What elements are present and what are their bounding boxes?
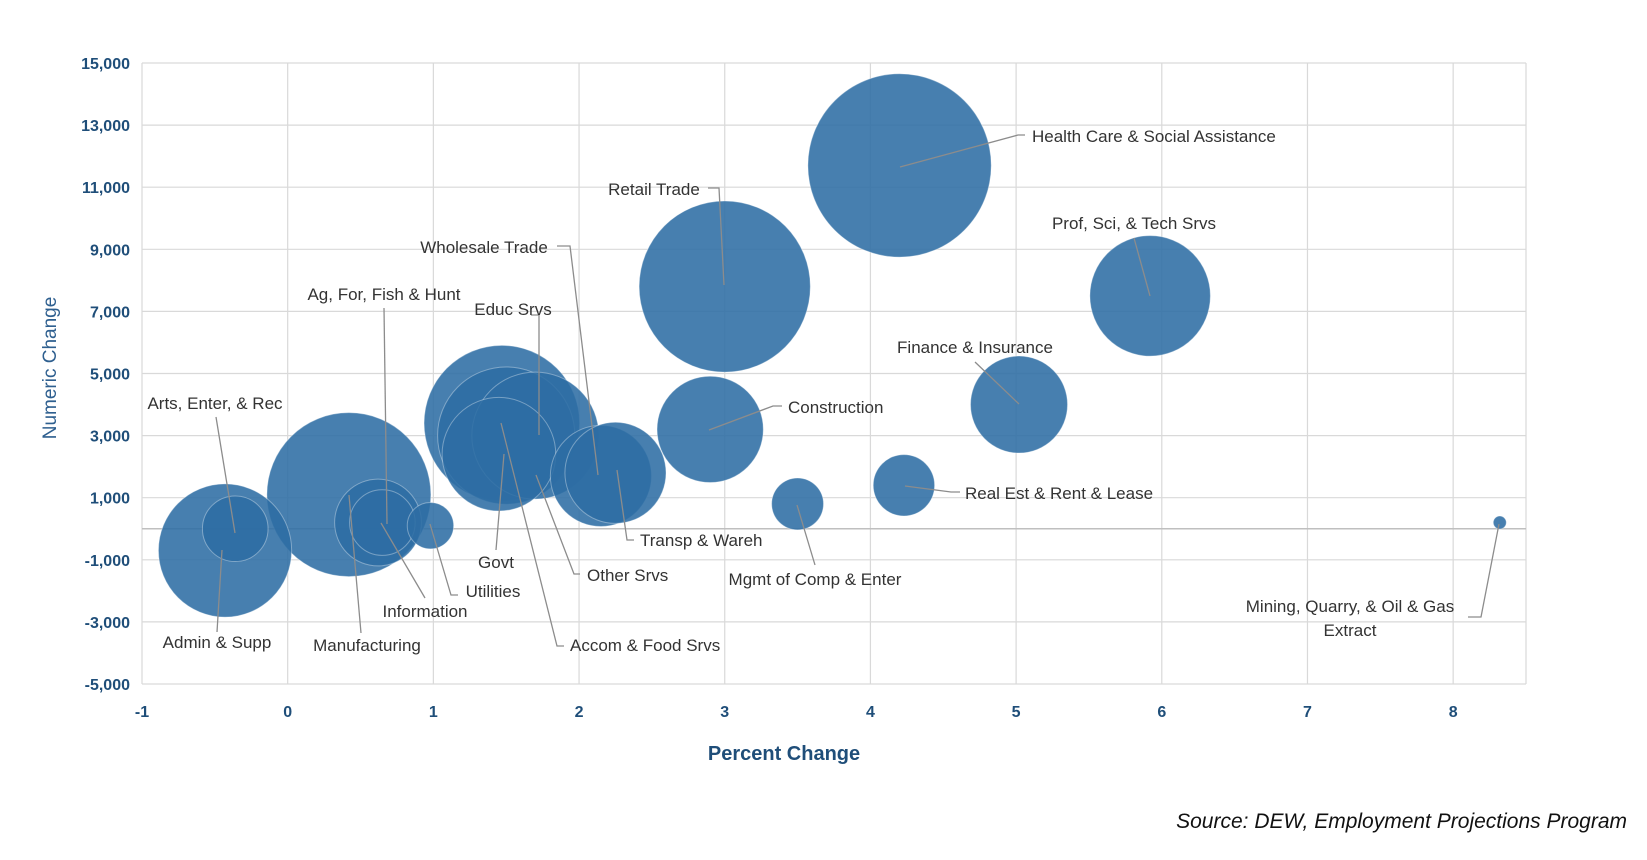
x-tick-label: 2 [575,704,584,721]
bubble-label: Wholesale Trade [420,238,548,257]
leader-line [495,453,505,551]
y-tick-label: 11,000 [82,180,130,197]
x-axis-title: Percent Change [708,743,860,765]
bubble-label: Educ Srvs [474,300,551,319]
x-tick-label: 6 [1157,704,1166,721]
bubble-labels: Admin & Supp Arts, Enter, & Rec Manufactur… [147,127,1454,655]
x-tick-label: 3 [720,704,729,721]
y-axis-title: Numeric Change [40,297,61,440]
y-tick-label: -5,000 [85,677,130,694]
bubble [638,200,811,373]
leader-line [708,405,782,431]
leader-line [216,549,223,633]
x-tick-label: 4 [866,704,875,721]
bubble-label: Admin & Supp [163,633,272,652]
bubble [349,489,416,556]
bubble-label: Real Est & Rent & Lease [965,484,1153,503]
x-tick-label: 1 [429,704,438,721]
leader-line [1133,237,1151,297]
bubble [564,421,667,524]
y-tick-label: 9,000 [90,242,130,259]
bubble [872,454,936,517]
leader-line [974,361,1020,405]
x-tick-label: 0 [283,704,292,721]
x-tick-label: 8 [1449,704,1458,721]
bubble-label: Transp & Wareh [640,531,763,550]
x-tick-label: 5 [1012,704,1021,721]
leader-line [383,307,388,525]
leader-line [348,494,362,634]
y-tick-label: 15,000 [81,56,130,73]
y-tick-label: 7,000 [90,304,130,321]
bubble-label: Mgmt of Comp & Enter [729,570,902,589]
x-axis-ticks: -1 0 1 2 3 4 5 6 7 8 [135,704,1458,721]
leader-line [429,523,458,596]
bubble-label: Utilities [466,582,521,601]
bubble [771,477,825,531]
label-leader-lines [215,134,1500,647]
leader-line [535,474,580,575]
y-tick-label: -1,000 [85,553,130,570]
leader-line [215,416,236,534]
bubble [807,73,992,258]
bubble-label: Ag, For, Fish & Hunt [307,285,460,304]
y-tick-label: 13,000 [81,118,130,135]
leader-line [557,245,599,476]
bubble [970,355,1069,454]
bubble-label: Govt [478,553,514,572]
y-tick-label: 5,000 [90,367,130,384]
bubble-label: Retail Trade [608,180,700,199]
leader-line [899,134,1025,168]
bubble-label: Health Care & Social Assistance [1032,127,1276,146]
bubble-label: Construction [788,398,883,417]
x-tick-label: -1 [135,704,149,721]
source-note: Source: DEW, Employment Projections Prog… [1176,810,1627,833]
bubble-label: Mining, Quarry, & Oil & Gas Extract [1246,597,1454,640]
leader-line [380,522,426,599]
leader-line [1468,523,1500,618]
bubble-label: Information [382,602,467,621]
y-tick-label: 1,000 [90,491,130,508]
bubble-label: Prof, Sci, & Tech Srvs [1052,214,1216,233]
y-axis-ticks: -5,000 -3,000 -1,000 1,000 3,000 5,000 7,000 9,… [81,56,130,694]
bubble-label: Other Srvs [587,566,668,585]
bubble-label: Finance & Insurance [897,338,1053,357]
bubble [1492,515,1507,530]
leader-line [708,187,725,286]
leader-line [531,314,540,435]
y-tick-label: -3,000 [85,615,130,632]
y-tick-label: 3,000 [90,429,130,446]
leader-line [500,422,564,647]
bubble-label: Arts, Enter, & Rec [147,394,283,413]
leader-line [904,485,960,493]
bubble [201,495,269,563]
bubble-label: Manufacturing [313,636,421,655]
x-tick-label: 7 [1303,704,1312,721]
bubble-label: Accom & Food Srvs [570,636,720,655]
leader-line [616,469,634,541]
bubbles [157,73,1507,618]
leader-line [796,504,816,566]
